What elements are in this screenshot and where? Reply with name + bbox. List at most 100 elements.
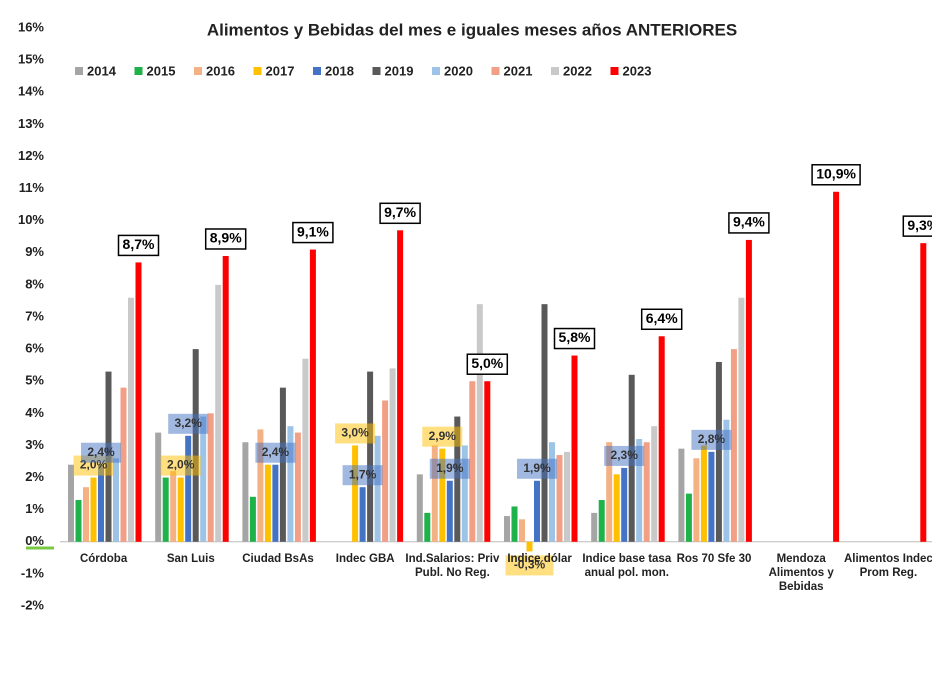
data-label: 6,4%: [646, 310, 678, 326]
x-tick-label: Ros 70 Sfe 30: [676, 553, 752, 565]
legend-swatch: [313, 67, 321, 75]
legend-label: 2022: [563, 63, 592, 78]
bar: [128, 297, 134, 542]
data-label-box: [505, 555, 554, 576]
x-tick-label: San Luis: [166, 553, 215, 565]
data-label: 5,8%: [559, 329, 591, 345]
bar: [68, 464, 74, 542]
y-tick-label: 0%: [25, 533, 44, 548]
legend-label: 2018: [325, 63, 354, 78]
y-tick-label: 11%: [19, 180, 45, 195]
bar: [397, 230, 404, 542]
bar: [257, 429, 264, 542]
bar: [302, 358, 309, 542]
legend-swatch: [432, 67, 440, 75]
bar: [135, 262, 142, 542]
data-label: 3,0%: [341, 426, 369, 440]
bar: [723, 419, 730, 542]
bar: [162, 477, 169, 542]
x-tick-label: Ind.Salarios: Priv Publ. No Reg.: [405, 553, 500, 579]
bar: [556, 455, 563, 542]
bar: [591, 512, 598, 542]
legend-label: 2017: [266, 63, 295, 78]
data-label: 1,9%: [523, 461, 551, 475]
bar: [658, 336, 665, 542]
data-label: 2,8%: [698, 432, 726, 446]
x-tick-label: Córdoba: [79, 553, 128, 565]
y-tick-label: 7%: [25, 308, 44, 323]
bar: [177, 477, 184, 542]
data-label-box: [342, 465, 383, 486]
data-label-box: [466, 353, 509, 375]
bar: [745, 239, 752, 542]
data-label-box: [117, 234, 160, 257]
y-tick-label: 2%: [25, 469, 44, 484]
legend-label: 2020: [444, 63, 473, 78]
data-label: 1,7%: [349, 467, 377, 481]
legend-label: 2015: [147, 63, 176, 78]
data-label-box: [422, 426, 463, 447]
bar: [564, 451, 570, 542]
legend-swatch: [491, 67, 500, 75]
bar: [693, 458, 700, 542]
bar: [730, 349, 737, 542]
x-tick-label: Mendoza Alimentos y Bebidas: [768, 553, 834, 593]
bar: [541, 304, 548, 542]
data-label: 1,9%: [436, 461, 464, 475]
data-label: 9,3%: [907, 217, 932, 233]
bar: [469, 381, 476, 542]
bar: [416, 474, 423, 542]
data-label: 8,9%: [210, 230, 242, 246]
bar: [309, 249, 316, 542]
bar: [359, 487, 366, 542]
data-label: 9,7%: [384, 204, 416, 220]
bar: [367, 371, 374, 542]
bar: [549, 442, 555, 542]
data-label: 5,0%: [471, 355, 503, 371]
bar: [613, 474, 620, 542]
x-tick-label: Alimentos Indec Prom Reg.: [843, 553, 932, 579]
legend-swatch: [610, 67, 619, 75]
x-tick-label: Ciudad BsAs: [242, 553, 314, 565]
bar: [651, 426, 658, 542]
data-label-box: [811, 164, 861, 186]
y-tick-label: 6%: [25, 341, 44, 356]
y-tick-label: 5%: [25, 373, 44, 388]
data-label: 2,3%: [611, 448, 639, 462]
data-label-box: [81, 442, 121, 463]
data-label-box: [255, 442, 296, 463]
data-label: -0,3%: [514, 558, 546, 572]
data-label-box: [728, 212, 770, 234]
data-label: 9,4%: [733, 214, 765, 230]
bar: [249, 496, 256, 542]
bar: [511, 506, 518, 542]
legend-swatch: [551, 67, 559, 75]
bar: [519, 519, 525, 542]
bar: [526, 541, 533, 552]
bar: [120, 387, 127, 542]
bar: [287, 426, 294, 542]
bar: [446, 480, 453, 542]
bar: [621, 467, 628, 542]
legend-label: 2014: [87, 63, 117, 78]
y-tick-label: 16%: [18, 19, 44, 34]
bar: [833, 191, 840, 542]
y-tick-label: 1%: [25, 501, 44, 516]
data-label-box: [553, 327, 596, 350]
bar: [90, 477, 97, 542]
bar: [424, 512, 431, 542]
data-label: 2,9%: [429, 429, 457, 443]
bar: [207, 413, 214, 542]
y-tick-label: 13%: [18, 116, 44, 131]
x-tick-label: Indec GBA: [335, 553, 395, 565]
bar: [170, 471, 177, 542]
data-label-box: [640, 308, 683, 331]
bar: [352, 445, 359, 542]
y-tick-label: 12%: [18, 148, 44, 163]
data-label: 3,2%: [175, 416, 203, 430]
data-label-box: [691, 429, 732, 450]
y-tick-label: 14%: [18, 84, 44, 99]
data-label-box: [429, 458, 470, 479]
bar: [920, 243, 927, 542]
